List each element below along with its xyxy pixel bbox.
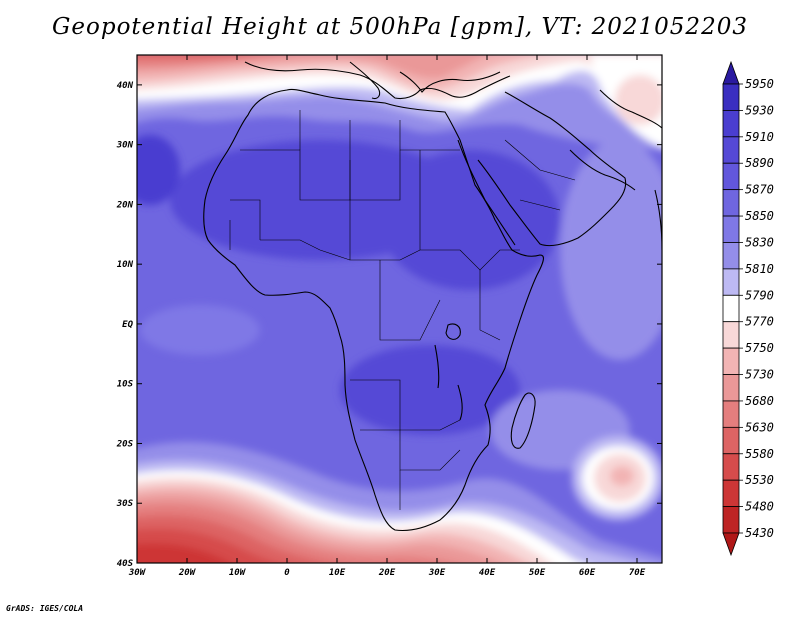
lon-tick-label: 10W	[229, 568, 247, 578]
high-core-west	[137, 135, 180, 205]
colorbar-label: 5730	[745, 368, 774, 382]
colorbar-label: 5950	[745, 77, 774, 91]
colorbar-label: 5480	[745, 500, 774, 514]
red-sea	[457, 139, 516, 246]
colorbar-bottom-triangle	[722, 532, 740, 557]
lighter-west	[140, 305, 260, 355]
lon-tick-label: 0	[284, 568, 290, 578]
lake-victoria	[445, 323, 461, 340]
greece-turkey	[399, 71, 501, 93]
east-ne-coast	[599, 89, 662, 129]
colorbar-segment	[722, 189, 740, 217]
se-low-5730	[610, 466, 634, 486]
high-core-center	[340, 345, 520, 435]
lat-tick-label: 20N	[116, 200, 134, 210]
colorbar-segment	[722, 479, 740, 507]
colorbar-segment	[722, 400, 740, 428]
colorbar-segment	[722, 453, 740, 481]
colorbar-label: 5930	[745, 103, 774, 117]
colorbar-segment	[722, 506, 740, 534]
colorbar-label: 5870	[745, 183, 774, 197]
colorbar-label: 5430	[745, 526, 774, 540]
mediterranean-north	[244, 61, 511, 100]
colorbar-segment	[722, 268, 740, 296]
colorbar-segment	[722, 83, 740, 111]
lake-malawi	[457, 384, 463, 421]
ne-pink-patch	[615, 75, 662, 125]
colorbar-segment	[722, 242, 740, 270]
lon-tick-label: 20W	[178, 568, 197, 578]
colorbar-segment	[722, 426, 740, 455]
map-frame	[136, 54, 663, 564]
colorbar-segment	[722, 347, 740, 375]
lat-tick-label: 30N	[116, 141, 134, 151]
lon-tick-label: 30W	[128, 568, 147, 578]
colorbar-segment	[722, 136, 740, 164]
height-field	[137, 55, 662, 563]
lon-tick-label: 40E	[479, 568, 496, 578]
arabian-peninsula	[477, 91, 627, 247]
colorbar-label: 5910	[745, 130, 774, 144]
lat-tick-label: 40N	[117, 81, 134, 91]
colorbar-label: 5580	[745, 447, 774, 461]
lon-tick-label: 70E	[629, 568, 646, 578]
lat-tick-label: 10N	[117, 260, 134, 270]
lat-tick-label: 30S	[116, 499, 134, 509]
colorbar: 5950 5930 5910 5890 5870 5850 5830 5810 5790 5770…	[722, 60, 774, 557]
north-band-5580	[137, 55, 235, 58]
south-band-5480	[137, 543, 231, 563]
colorbar-segment	[722, 110, 740, 138]
high-core-east	[380, 150, 560, 290]
colorbar-label: 5890	[745, 156, 774, 170]
lon-tick-label: 30E	[428, 568, 446, 578]
colorbar-label: 5810	[745, 262, 774, 276]
persian-gulf	[569, 149, 636, 191]
colorbar-segment	[722, 321, 740, 349]
madagascar	[510, 392, 536, 449]
colorbar-label: 5630	[745, 420, 774, 434]
lat-tick-label: 10S	[117, 380, 134, 390]
lon-tick-label: 20E	[378, 568, 396, 578]
lon-tick-label: 60E	[579, 568, 596, 578]
country-borders	[229, 110, 576, 510]
colorbar-segment	[722, 294, 740, 323]
lon-tick-label: 10E	[329, 568, 346, 578]
colorbar-label: 5790	[745, 288, 774, 302]
lat-tick-label: 20S	[116, 439, 134, 449]
italy	[349, 61, 381, 99]
colorbar-label: 5530	[745, 473, 774, 487]
africa-coastline	[203, 88, 544, 532]
colorbar-label: 5750	[745, 341, 774, 355]
colorbar-label: 5680	[745, 394, 774, 408]
colorbar-segment	[722, 374, 740, 402]
coastlines	[203, 61, 662, 532]
colorbar-top-triangle	[722, 60, 740, 85]
lat-tick-label: 40S	[117, 559, 134, 569]
credit-text: GrADS: IGES/COLA	[6, 604, 84, 613]
map-title: Geopotential Height at 500hPa [gpm], VT:…	[52, 14, 748, 40]
lat-tick-label: EQ	[122, 320, 133, 330]
lon-tick-label: 50E	[529, 568, 546, 578]
colorbar-label: 5770	[745, 315, 774, 329]
colorbar-label: 5830	[745, 235, 774, 249]
colorbar-label: 5850	[745, 209, 774, 223]
colorbar-segment	[722, 162, 740, 191]
colorbar-segment	[722, 215, 740, 243]
map-axes: 30W 20W 10W 0 10E 20E 30E 40E 50E 60E 70E 40N 30N 20N…	[116, 55, 662, 578]
lighter-arabia	[560, 140, 662, 360]
lake-tanganyika	[434, 344, 440, 389]
north-band-5750	[137, 55, 662, 125]
